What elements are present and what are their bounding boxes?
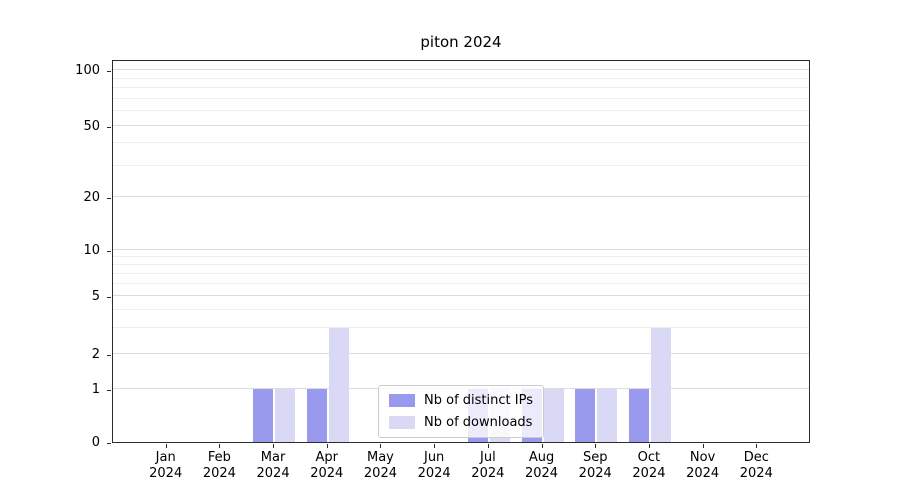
bar-distinct-ips [575, 389, 596, 442]
x-tick-label: Oct 2024 [632, 450, 666, 481]
y-gridline [113, 69, 809, 71]
x-tick-label: Jan 2024 [149, 450, 183, 481]
legend-label-downloads: Nb of downloads [424, 415, 533, 430]
bar-downloads [597, 389, 618, 442]
y-tick-mark [107, 390, 111, 392]
legend-item-downloads: Nb of downloads [389, 415, 533, 430]
x-tick-mark [541, 444, 543, 448]
y-tick-label: 20 [83, 189, 100, 205]
y-tick-label: 2 [91, 346, 100, 362]
bar-downloads [650, 328, 671, 442]
x-tick-mark [165, 444, 167, 448]
x-tick-mark [326, 444, 328, 448]
y-tick-mark [107, 297, 111, 299]
y-tick-mark [107, 354, 111, 356]
x-tick-mark [702, 444, 704, 448]
bar-distinct-ips [628, 389, 649, 442]
y-tick-label: 1 [91, 382, 100, 398]
y-tick-label: 100 [75, 63, 100, 79]
legend-swatch-distinct-ips [389, 394, 416, 407]
y-gridline-minor [113, 87, 809, 89]
x-tick-mark [648, 444, 650, 448]
x-tick-label: Feb 2024 [202, 450, 236, 481]
y-gridline-minor [113, 256, 809, 258]
x-tick-label: Aug 2024 [524, 450, 559, 481]
bar-downloads [328, 328, 349, 442]
bar-distinct-ips [306, 389, 327, 442]
x-tick-label: Jun 2024 [417, 450, 451, 481]
y-gridline [113, 249, 809, 251]
y-tick-mark [107, 127, 111, 129]
y-gridline [113, 295, 809, 297]
x-tick-label: Sep 2024 [578, 450, 612, 481]
bar-downloads [275, 389, 296, 442]
y-tick-label: 50 [83, 119, 100, 135]
y-gridline-minor [113, 272, 809, 274]
y-gridline-minor [113, 97, 809, 99]
y-tick-mark [107, 71, 111, 73]
bar-downloads [543, 389, 564, 442]
legend-label-distinct-ips: Nb of distinct IPs [424, 393, 533, 408]
y-gridline-minor [113, 327, 809, 329]
x-tick-mark [595, 444, 597, 448]
x-tick-mark [487, 444, 489, 448]
x-tick-label: Nov 2024 [686, 450, 720, 481]
legend-item-distinct-ips: Nb of distinct IPs [389, 393, 533, 408]
y-tick-mark [107, 443, 111, 444]
legend-swatch-downloads [389, 416, 416, 429]
y-tick-mark [107, 251, 111, 253]
x-tick-label: Dec 2024 [739, 450, 773, 481]
plot-area: Nb of distinct IPs Nb of downloads [112, 60, 810, 443]
y-gridline-minor [113, 309, 809, 311]
x-tick-mark [434, 444, 436, 448]
x-tick-label: Mar 2024 [256, 450, 290, 481]
y-gridline-minor [113, 77, 809, 79]
x-tick-label: Jul 2024 [471, 450, 505, 481]
bar-distinct-ips [253, 389, 274, 442]
y-gridline-minor [113, 110, 809, 112]
y-tick-label: 0 [91, 435, 100, 450]
chart-title: piton 2024 [420, 33, 502, 51]
y-gridline-minor [113, 164, 809, 166]
y-gridline [113, 125, 809, 127]
x-tick-mark [380, 444, 382, 448]
x-tick-mark [219, 444, 221, 448]
y-gridline-minor [113, 142, 809, 144]
y-tick-label: 10 [83, 243, 100, 259]
x-tick-label: May 2024 [363, 450, 397, 481]
y-gridline-minor [113, 283, 809, 284]
y-gridline-minor [113, 263, 809, 265]
legend: Nb of distinct IPs Nb of downloads [378, 385, 544, 438]
y-gridline [113, 352, 809, 354]
x-tick-mark [756, 444, 758, 448]
x-tick-label: Apr 2024 [310, 450, 344, 481]
y-tick-mark [107, 197, 111, 199]
y-gridline [113, 195, 809, 197]
x-tick-mark [273, 444, 275, 448]
y-tick-label: 5 [91, 289, 100, 305]
